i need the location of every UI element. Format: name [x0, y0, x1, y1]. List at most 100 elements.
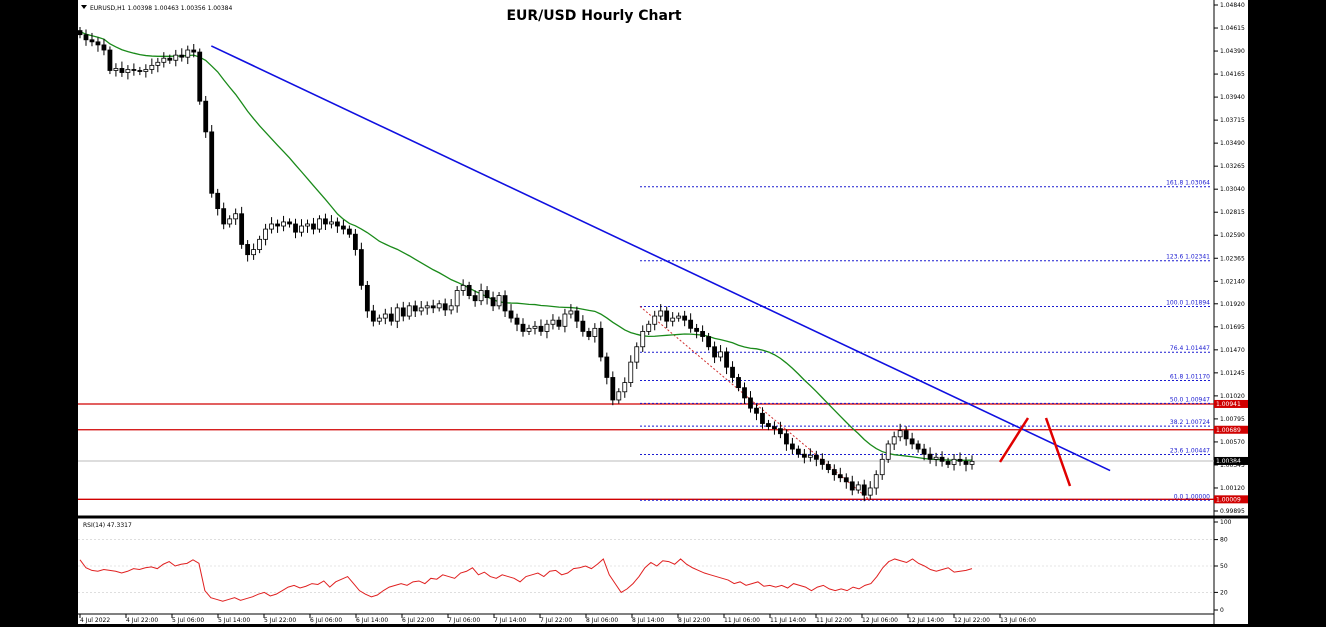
symbol-info: EURUSD,H1 1.00398 1.00463 1.00356 1.0038…: [90, 5, 232, 12]
candle-body: [215, 192, 221, 210]
candle-body: [263, 228, 268, 240]
candle: [448, 298, 454, 315]
candle-body: [837, 474, 843, 479]
candle-body: [155, 61, 161, 66]
candle-body: [718, 351, 723, 358]
candle-body: [394, 307, 400, 322]
candle: [897, 423, 903, 442]
candle: [406, 302, 412, 320]
candle: [281, 215, 286, 232]
candle: [813, 450, 819, 467]
candle: [346, 225, 352, 238]
time-tick-label: 5 Jul 06:00: [172, 617, 204, 624]
candle: [352, 228, 358, 256]
candle-body: [227, 218, 233, 225]
candle: [921, 443, 927, 461]
candle: [239, 206, 245, 249]
candle: [790, 437, 795, 455]
candle: [137, 66, 143, 76]
candle-body: [251, 249, 257, 256]
candle: [945, 457, 951, 469]
candle: [604, 352, 610, 385]
candle: [466, 281, 472, 300]
candle-body: [700, 331, 706, 337]
candle-body: [586, 331, 592, 337]
time-tick-label: 12 Jul 06:00: [862, 617, 898, 624]
candle-body: [885, 443, 891, 460]
candle-body: [891, 436, 897, 445]
candle-body: [963, 460, 969, 465]
time-tick-label: 5 Jul 14:00: [218, 617, 250, 624]
candle-body: [873, 474, 879, 489]
rsi-tick-label: 80: [1220, 537, 1228, 544]
candle: [442, 298, 448, 316]
candle-body: [861, 484, 867, 496]
candle-body: [329, 221, 334, 225]
candle: [628, 355, 634, 387]
candle: [221, 202, 227, 230]
candle: [610, 371, 616, 406]
candle-body: [867, 487, 873, 496]
candle: [287, 218, 292, 228]
candle-body: [436, 303, 442, 309]
candle: [682, 310, 688, 327]
candle: [837, 467, 843, 483]
candle-body: [358, 249, 364, 286]
candle: [795, 445, 801, 458]
candle: [568, 304, 574, 319]
price-tick-label: 1.04390: [1220, 48, 1245, 55]
price-tick-label: 1.00345: [1220, 462, 1245, 469]
time-tick-label: 11 Jul 22:00: [816, 617, 852, 624]
candle: [766, 419, 771, 431]
rsi-tick-label: 50: [1220, 563, 1228, 570]
candle-body: [406, 305, 412, 317]
candle: [77, 27, 83, 39]
price-tick-label: 1.03490: [1220, 140, 1245, 147]
candle-body: [903, 430, 909, 440]
candle: [394, 303, 400, 329]
candle: [149, 58, 155, 74]
candle: [101, 38, 107, 56]
collapse-triangle-icon[interactable]: [81, 5, 87, 9]
candle-body: [376, 317, 382, 322]
candle-body: [664, 310, 670, 322]
chart-title: EUR/USD Hourly Chart: [506, 8, 681, 24]
candle-body: [640, 331, 646, 348]
fib-level-label: 161.8 1.03064: [1166, 180, 1210, 187]
price-tick-label: 0.99895: [1220, 508, 1245, 515]
candle: [694, 323, 700, 339]
candle: [275, 219, 280, 233]
candle: [670, 312, 676, 327]
candle-body: [101, 44, 107, 51]
candle: [664, 306, 670, 329]
candle-body: [179, 54, 185, 58]
candle-body: [951, 458, 957, 465]
candle-body: [622, 382, 628, 393]
candle-body: [382, 313, 388, 319]
candle-body: [825, 464, 831, 470]
price-tick-label: 1.02815: [1220, 209, 1245, 216]
candle-body: [346, 228, 352, 235]
trend-line: [210, 45, 1111, 472]
time-tick-label: 8 Jul 22:00: [678, 617, 710, 624]
candle-body: [927, 453, 933, 460]
level-price-label: 1.00941: [1216, 401, 1241, 408]
candle: [83, 29, 89, 46]
price-tick-label: 1.01920: [1220, 301, 1245, 308]
candle: [131, 63, 137, 76]
candle: [382, 308, 388, 325]
candle: [412, 300, 418, 317]
time-tick-label: 4 Jul 22:00: [126, 617, 158, 624]
candle-body: [209, 131, 215, 194]
level-price-label: 1.00009: [1216, 496, 1241, 503]
candle-body: [939, 456, 945, 462]
candle: [616, 388, 622, 404]
candle-body: [610, 377, 616, 401]
candle-body: [239, 213, 245, 245]
candle-body: [167, 57, 173, 61]
candle-body: [688, 319, 694, 329]
candle-body: [909, 438, 915, 445]
rsi-axis: [1214, 518, 1248, 624]
time-tick-label: 11 Jul 14:00: [770, 617, 806, 624]
